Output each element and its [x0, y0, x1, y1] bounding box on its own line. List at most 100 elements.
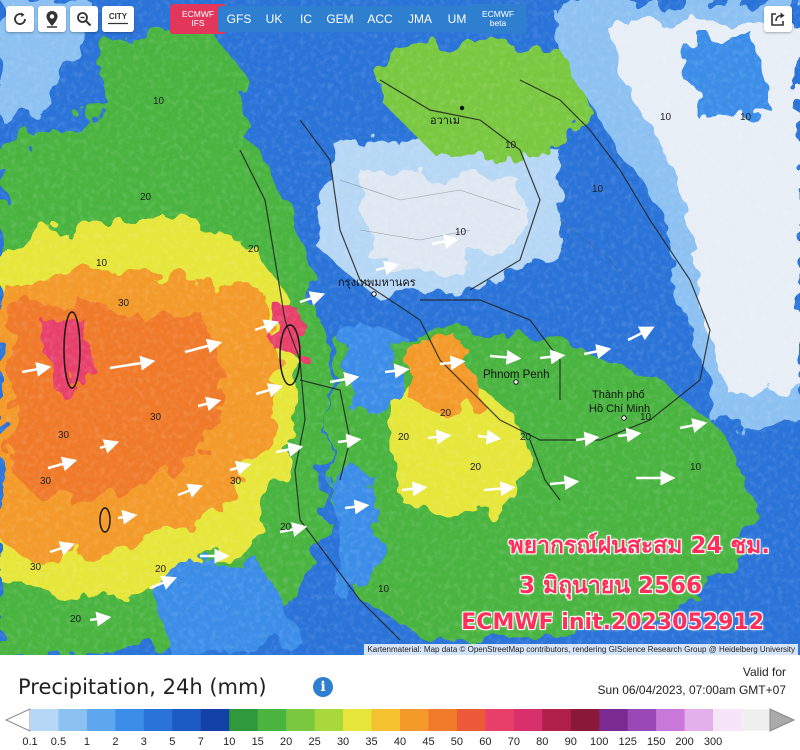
borders [239, 79, 711, 641]
model-tab-label: ACC [367, 12, 393, 26]
contour-label: 10 [690, 462, 702, 473]
contour-label: 20 [70, 614, 82, 625]
model-tab-ecmwf-beta[interactable]: ECMWF beta [470, 4, 526, 34]
scale-swatch [713, 709, 743, 731]
scale-swatch [741, 709, 771, 731]
contour-label: 20 [248, 244, 260, 255]
scale-tick-label: 35 [365, 736, 378, 748]
model-tab-label: ECMWF [181, 9, 215, 19]
contour-label: 20 [398, 432, 410, 443]
scale-swatch [229, 709, 259, 731]
scale-swatch [257, 709, 287, 731]
scale-tick-label: 1 [83, 736, 90, 748]
scale-tick-label: 50 [450, 736, 464, 748]
scale-swatch [200, 709, 230, 731]
scale-tick-label: 15 [251, 736, 264, 748]
refresh-button[interactable] [6, 6, 34, 32]
scale-swatch [30, 709, 59, 731]
place-label: Thành phố [592, 389, 645, 401]
scale-tick-label: 25 [308, 736, 321, 748]
scale-tick-label: 20 [280, 736, 293, 748]
scale-min-arrow [4, 708, 31, 732]
scale-tick-label: 70 [507, 736, 520, 748]
model-tab-label: GEM [326, 12, 354, 26]
legend-panel: Precipitation, 24h (mm) i Valid for Sun … [0, 655, 800, 750]
scale-tick-label: 2 [112, 736, 119, 748]
contour-label: 10 [455, 227, 467, 238]
info-icon[interactable]: i [313, 677, 333, 697]
contour-label: 30 [58, 430, 70, 441]
contour-label: 10 [592, 184, 604, 195]
scale-swatch [428, 709, 458, 731]
valid-for-label: Valid for [742, 665, 786, 679]
scale-tick-label: 3 [140, 736, 147, 748]
scale-swatch [542, 709, 572, 731]
model-tab-label: ECMWF [481, 9, 515, 19]
scale-swatch [314, 709, 344, 731]
scale-swatch [656, 709, 686, 731]
model-tab-label: UM [447, 12, 467, 26]
location-button[interactable] [38, 6, 66, 32]
scale-swatch [58, 709, 88, 731]
place-labels: อวาเม กรุงเทพมหานคร Phnom Penh Thành phố… [338, 105, 650, 421]
share-icon [771, 12, 785, 26]
contour-label: 20 [155, 564, 167, 575]
model-tab-label: IC [300, 12, 312, 26]
scale-swatch [570, 709, 600, 731]
scale-swatch [286, 709, 316, 731]
scale-max-arrow [769, 708, 796, 732]
precipitation-map[interactable]: 10 10 10 10 10 20 20 20 30 30 30 30 30 2… [0, 0, 800, 655]
scale-tick-label: 90 [564, 736, 577, 748]
scale-swatch [371, 709, 401, 731]
contour-label: 30 [118, 298, 130, 309]
scale-swatch [115, 709, 145, 731]
city-toggle-label: CITY [108, 11, 128, 21]
zoom-button[interactable] [70, 6, 98, 32]
scale-tick-label: 60 [479, 736, 492, 748]
share-button[interactable] [764, 6, 792, 32]
color-scale [4, 708, 796, 732]
valid-time: Sun 06/04/2023, 07:00am GMT+07 [597, 683, 786, 697]
scale-tick-label: 0.1 [22, 736, 38, 748]
scale-swatch [172, 709, 202, 731]
scale-swatch [599, 709, 629, 731]
contour-label: 20 [280, 522, 292, 533]
scale-swatch [513, 709, 543, 731]
scale-tick-label: 80 [536, 736, 549, 748]
contour-label: 20 [470, 462, 482, 473]
scale-tick-label: 40 [393, 736, 407, 748]
contour-label: 30 [40, 476, 52, 487]
scale-tick-label: 45 [422, 736, 435, 748]
scale-tick-label: 7 [197, 736, 204, 748]
contour-label: 10 [660, 112, 672, 123]
scale-tick-label: 200 [675, 736, 694, 748]
contour-label: 20 [140, 192, 152, 203]
model-tab-sublabel: IFS [191, 18, 205, 28]
place-label: อวาเม [430, 115, 460, 127]
place-label: Hồ Chí Minh [589, 403, 650, 415]
overlay-init: ECMWF init.2023052912 [461, 610, 764, 635]
model-tab-label: GFS [226, 12, 252, 26]
city-strike-icon [108, 22, 128, 24]
location-pin-icon [46, 11, 58, 28]
map-credit: Kartenmaterial: Map data © OpenStreetMap… [364, 644, 798, 655]
city-toggle-button[interactable]: CITY [102, 6, 134, 32]
contour-label: 30 [30, 562, 42, 573]
scale-tick-label: 10 [223, 736, 236, 748]
scale-swatch [400, 709, 429, 731]
contour-label: 10 [640, 412, 652, 423]
scale-swatch [456, 709, 486, 731]
model-tab-ecmwf-ifs[interactable]: ECMWF IFS [170, 4, 226, 34]
model-tab-label: UK [265, 12, 283, 26]
refresh-icon [14, 12, 26, 25]
scale-tick-label: 100 [590, 736, 609, 748]
scale-swatch [343, 709, 373, 731]
scale-swatch [627, 709, 657, 731]
model-tab-label: JMA [408, 12, 432, 26]
contour-label: 10 [740, 112, 752, 123]
contour-label: 20 [520, 432, 532, 443]
contour-label: 20 [440, 408, 452, 419]
contour-label: 30 [230, 476, 242, 487]
contour-labels: 10 10 10 10 10 20 20 20 30 30 30 30 30 2… [30, 96, 752, 625]
contour-label: 10 [505, 140, 517, 151]
